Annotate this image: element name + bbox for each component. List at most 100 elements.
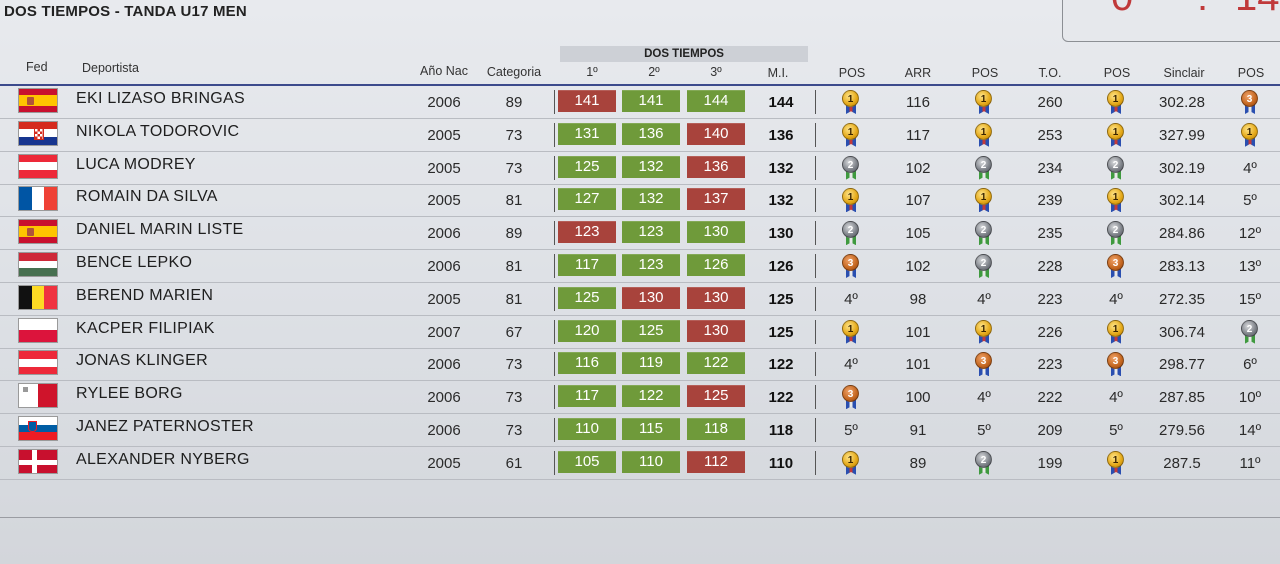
flag-spain-icon [18,219,58,245]
best-result: 126 [768,258,794,275]
arr-total: 98 [909,290,927,308]
athlete-name: DANIEL MARIN LISTE [76,221,244,239]
timer-right: 14 [1235,0,1280,20]
birth-year: 2006 [427,389,461,407]
arr-total: 101 [905,356,931,374]
column-separator [554,385,555,410]
attempt-a1: 141 [558,90,616,112]
athlete-name: LUCA MODREY [76,155,196,173]
weight-category: 81 [505,290,523,308]
position-rank: 6º [1243,356,1257,374]
attempt-a2: 123 [622,221,680,244]
position-rank: 4º [844,290,858,308]
medal-silver-icon: 2 [1106,155,1126,182]
header-to: T.O. [1038,66,1062,80]
attempt-a2: 136 [622,122,680,145]
attempt-a2: 130 [622,286,680,309]
header-categoria: Categoria [486,65,542,79]
medal-silver-icon: 2 [974,155,994,182]
birth-year: 2006 [427,356,461,374]
column-separator [815,122,816,147]
attempt-a1: 110 [558,418,616,440]
medal-gold-icon: 1 [841,90,861,116]
birth-year: 2005 [427,192,461,210]
best-result: 130 [768,225,794,243]
position-rank: 5º [844,422,858,439]
arr-total: 100 [905,389,931,407]
attempt-a2: 125 [622,319,680,342]
attempt-a3: 125 [687,385,745,408]
header-pos-4: POS [1237,66,1265,80]
sinclair-score: 287.5 [1163,454,1201,472]
attempt-a3: 130 [687,319,745,342]
total-olympic: 260 [1037,94,1063,111]
athlete-name: RYLEE BORG [76,385,183,403]
position-rank: 4º [1109,389,1123,407]
best-result: 122 [768,389,794,407]
header-ano-nac: Año Nac [420,64,468,78]
column-separator [554,286,555,311]
attempt-a2: 110 [622,450,680,473]
attempt-a3: 136 [687,155,745,178]
column-separator [815,418,816,442]
medal-silver-icon: 2 [974,221,994,247]
birth-year: 2006 [427,258,461,275]
flag-denmark-icon [18,448,58,474]
medal-silver-icon: 2 [974,450,994,477]
table-row: ROMAIN DA SILVA 2005 81 127 132 137 132 107 239 3… [0,183,1280,218]
attempt-a3: 118 [687,418,745,440]
medal-gold-icon: 1 [974,319,994,346]
medal-gold-icon: 1 [1106,188,1126,214]
best-result: 136 [768,126,794,144]
weight-category: 73 [505,389,523,407]
attempt-a3: 130 [687,286,745,309]
flag-hungary-icon [18,252,58,277]
birth-year: 2005 [427,290,461,308]
athlete-name: ROMAIN DA SILVA [76,188,218,206]
attempt-a3: 112 [687,450,745,473]
medal-bronze-icon: 3 [841,254,861,280]
attempt-a1: 116 [558,352,616,375]
column-separator [815,188,816,213]
dos-tiempos-group-header: DOS TIEMPOS [560,46,808,62]
athlete-name: JONAS KLINGER [76,352,208,370]
arr-total: 91 [909,422,927,439]
athlete-name: BENCE LEPKO [76,254,193,271]
sinclair-score: 306.74 [1159,323,1205,341]
attempt-a1: 120 [558,319,616,342]
table-row: LUCA MODREY 2005 73 125 132 136 132 102 234 302.1… [0,151,1280,185]
position-rank: 5º [1109,422,1123,439]
column-separator [554,352,555,377]
best-result: 132 [768,192,794,210]
flag-croatia-icon [18,120,58,146]
attempt-a2: 115 [622,418,680,440]
column-separator [815,385,816,410]
column-separator [815,90,816,114]
column-separator [554,254,555,278]
sinclair-score: 302.19 [1159,159,1205,177]
medal-silver-icon: 2 [841,155,861,182]
column-separator [815,155,816,180]
sinclair-score: 272.35 [1159,290,1205,308]
attempt-a3: 144 [687,90,745,112]
column-separator [815,254,816,278]
position-rank: 4º [1109,290,1123,308]
position-rank: 10º [1238,389,1262,407]
medal-bronze-icon: 3 [841,385,861,411]
timer-left: 0 [1111,0,1133,20]
sinclair-score: 298.77 [1159,356,1205,374]
birth-year: 2005 [427,159,461,177]
attempt-a3: 122 [687,352,745,375]
flag-belgium-icon [18,284,58,310]
best-result: 132 [768,159,794,177]
birth-year: 2006 [427,94,461,111]
total-olympic: 253 [1037,126,1063,144]
header-arr: ARR [904,66,932,80]
best-result: 125 [768,323,794,341]
medal-silver-icon: 2 [974,254,994,280]
weight-category: 73 [505,159,523,177]
table-row: BENCE LEPKO 2006 81 117 123 126 126 102 228 283.1… [0,249,1280,283]
arr-total: 89 [909,454,927,472]
position-rank: 13º [1238,258,1262,275]
total-olympic: 209 [1037,422,1063,439]
